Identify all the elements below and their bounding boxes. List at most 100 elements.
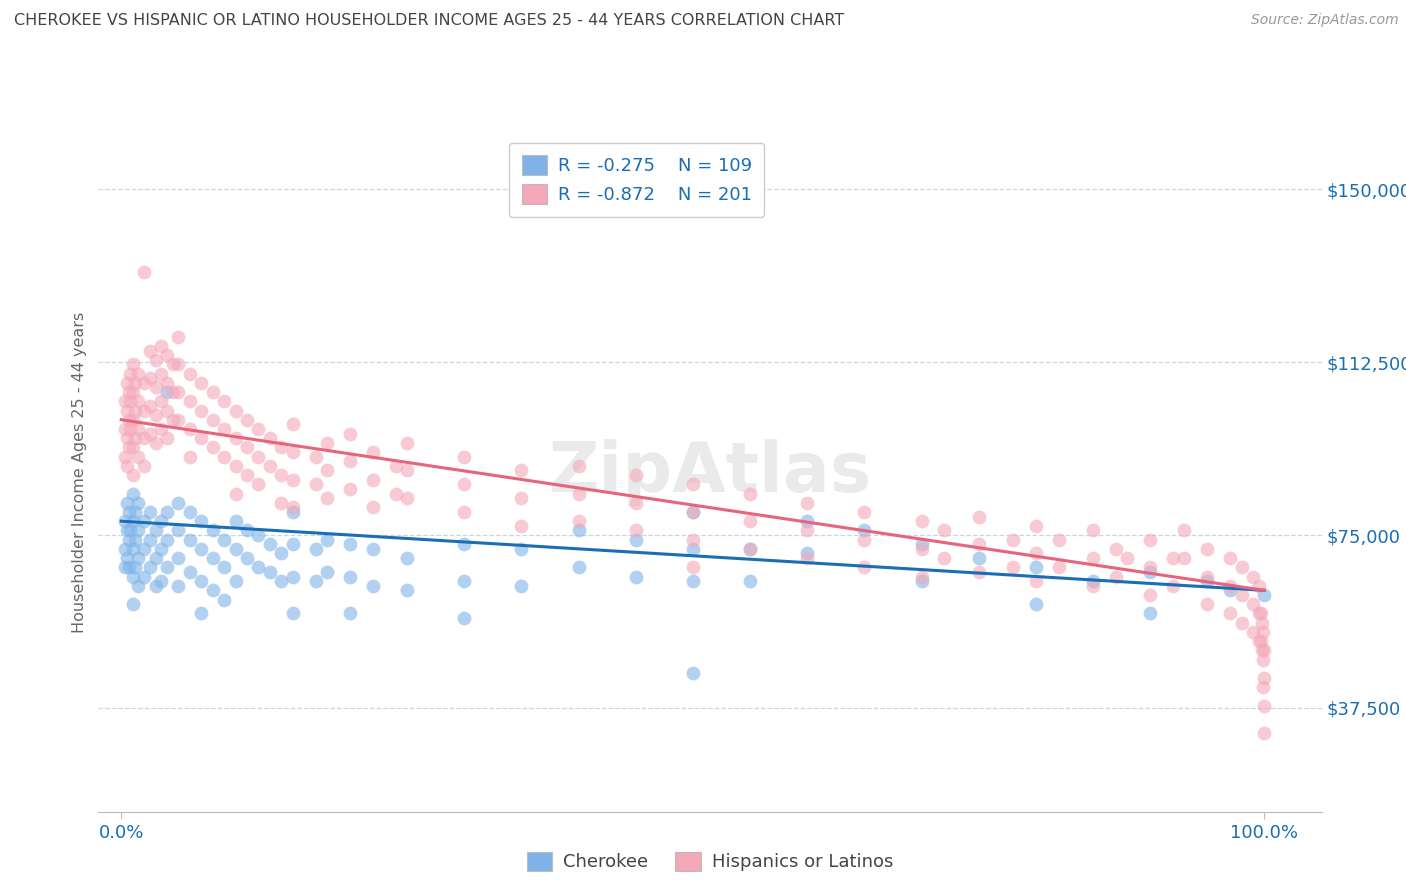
Point bbox=[304, 450, 326, 464]
Point bbox=[114, 541, 136, 556]
Point bbox=[115, 431, 138, 445]
Point bbox=[1253, 726, 1275, 740]
Point bbox=[225, 574, 247, 588]
Point bbox=[115, 403, 138, 417]
Point bbox=[270, 574, 292, 588]
Point bbox=[179, 367, 201, 381]
Point bbox=[118, 385, 141, 400]
Point bbox=[361, 579, 384, 593]
Point bbox=[179, 505, 201, 519]
Point bbox=[179, 450, 201, 464]
Point bbox=[212, 592, 235, 607]
Point bbox=[124, 403, 146, 417]
Point bbox=[201, 524, 224, 538]
Text: Source: ZipAtlas.com: Source: ZipAtlas.com bbox=[1251, 13, 1399, 28]
Point bbox=[134, 541, 156, 556]
Point bbox=[1047, 533, 1070, 547]
Point bbox=[118, 441, 141, 455]
Point bbox=[127, 394, 149, 409]
Point bbox=[145, 408, 167, 422]
Point bbox=[167, 385, 190, 400]
Point bbox=[339, 537, 361, 551]
Point bbox=[682, 666, 704, 681]
Point bbox=[1001, 533, 1024, 547]
Point bbox=[121, 358, 143, 372]
Point bbox=[121, 468, 143, 483]
Point bbox=[1253, 588, 1275, 602]
Point bbox=[190, 514, 212, 528]
Point bbox=[1219, 607, 1241, 621]
Point bbox=[396, 583, 419, 598]
Point bbox=[139, 399, 162, 413]
Point bbox=[567, 486, 589, 500]
Point bbox=[1247, 607, 1270, 621]
Point bbox=[304, 574, 326, 588]
Legend: Cherokee, Hispanics or Latinos: Cherokee, Hispanics or Latinos bbox=[515, 838, 905, 884]
Point bbox=[281, 500, 304, 515]
Point bbox=[120, 367, 142, 381]
Point bbox=[682, 477, 704, 491]
Point bbox=[738, 541, 761, 556]
Point bbox=[212, 560, 235, 574]
Point bbox=[190, 403, 212, 417]
Point bbox=[796, 524, 818, 538]
Point bbox=[1161, 551, 1184, 566]
Point bbox=[139, 533, 162, 547]
Point bbox=[910, 514, 932, 528]
Point bbox=[567, 514, 589, 528]
Point bbox=[316, 435, 339, 450]
Point bbox=[127, 450, 149, 464]
Point bbox=[134, 265, 156, 279]
Point bbox=[281, 607, 304, 621]
Point bbox=[156, 560, 179, 574]
Point bbox=[281, 445, 304, 459]
Point bbox=[190, 376, 212, 390]
Point bbox=[162, 358, 184, 372]
Point bbox=[738, 574, 761, 588]
Point bbox=[225, 403, 247, 417]
Point bbox=[796, 496, 818, 510]
Point bbox=[115, 458, 138, 473]
Point bbox=[247, 450, 270, 464]
Point bbox=[115, 496, 138, 510]
Point bbox=[510, 518, 533, 533]
Point bbox=[361, 473, 384, 487]
Point bbox=[179, 565, 201, 579]
Point bbox=[118, 533, 141, 547]
Point bbox=[120, 422, 142, 436]
Point bbox=[1116, 551, 1139, 566]
Point bbox=[304, 477, 326, 491]
Point bbox=[150, 339, 173, 353]
Point bbox=[124, 376, 146, 390]
Point bbox=[145, 524, 167, 538]
Point bbox=[281, 505, 304, 519]
Point bbox=[139, 371, 162, 385]
Point bbox=[1250, 607, 1272, 621]
Point bbox=[162, 413, 184, 427]
Point bbox=[281, 417, 304, 432]
Point bbox=[124, 505, 146, 519]
Point bbox=[967, 537, 990, 551]
Point bbox=[910, 569, 932, 583]
Point bbox=[167, 524, 190, 538]
Point bbox=[225, 541, 247, 556]
Point bbox=[453, 477, 475, 491]
Point bbox=[236, 468, 259, 483]
Point bbox=[118, 413, 141, 427]
Point bbox=[1251, 643, 1274, 657]
Point bbox=[134, 376, 156, 390]
Point bbox=[134, 458, 156, 473]
Point bbox=[1081, 574, 1104, 588]
Point bbox=[1161, 579, 1184, 593]
Point bbox=[121, 385, 143, 400]
Point bbox=[145, 435, 167, 450]
Point bbox=[134, 514, 156, 528]
Point bbox=[150, 514, 173, 528]
Point bbox=[967, 509, 990, 524]
Point bbox=[1247, 634, 1270, 648]
Point bbox=[121, 441, 143, 455]
Point bbox=[304, 541, 326, 556]
Point bbox=[853, 560, 876, 574]
Point bbox=[127, 524, 149, 538]
Point bbox=[259, 537, 281, 551]
